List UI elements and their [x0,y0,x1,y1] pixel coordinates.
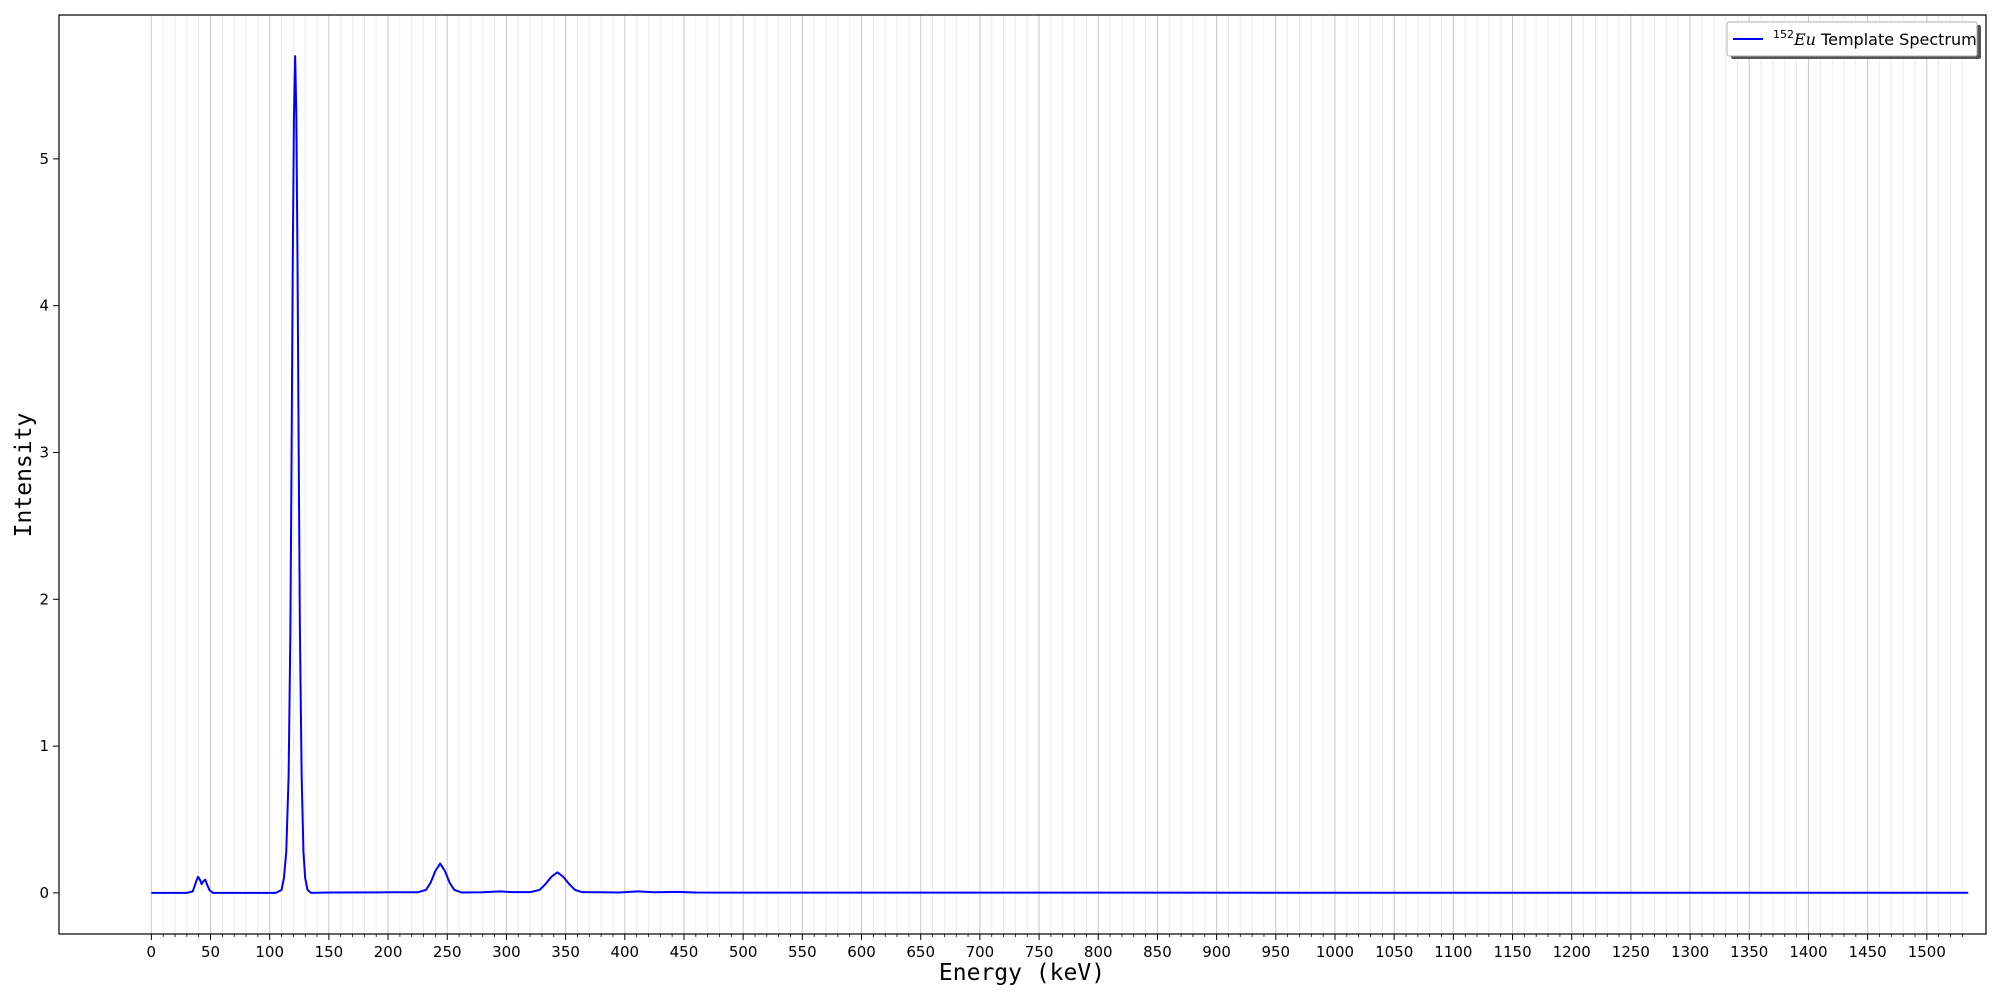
x-tick-label: 800 [1084,943,1113,961]
series-line-eu152 [151,55,1969,894]
plot-frame [58,14,1987,935]
x-tick-label: 850 [1143,943,1172,961]
x-tick-label: 450 [670,943,699,961]
x-tick-label: 1250 [1612,943,1650,961]
x-tick-label: 650 [906,943,935,961]
legend-label-superscript: 152 [1773,28,1794,41]
x-tick-label: 500 [729,943,758,961]
legend-label-element: Eu [1793,30,1816,49]
x-tick-label: 700 [966,943,995,961]
x-tick-label: 300 [492,943,521,961]
x-tick-label: 950 [1261,943,1290,961]
x-tick-label: 150 [315,943,344,961]
y-tick-label: 2 [39,590,49,608]
y-tick-label: 4 [39,297,49,315]
x-tick-label: 1150 [1493,943,1531,961]
y-tick-label: 5 [39,150,49,168]
x-tick-label: 1450 [1849,943,1887,961]
y-tick-label: 3 [39,443,49,461]
y-tick-label: 0 [39,884,49,902]
axis-ticks: 0 50 100 150 200 250 300 350 400 450 500 550 600 650 7… [39,150,1963,961]
x-tick-label: 1200 [1553,943,1591,961]
series-layer [151,55,1969,894]
y-axis-label: Intensity [11,413,37,538]
x-tick-label: 1500 [1908,943,1946,961]
x-tick-label: 100 [255,943,284,961]
legend-label-rest: Template Spectrum [1816,30,1977,49]
x-tick-label: 350 [551,943,580,961]
x-tick-label: 1400 [1789,943,1827,961]
x-tick-label: 1350 [1730,943,1768,961]
x-tick-label: 400 [610,943,639,961]
x-tick-label: 550 [788,943,817,961]
grid-lines [150,15,1963,934]
legend-label: 152Eu Template Spectrum [1773,28,1977,49]
x-tick-label: 0 [147,943,157,961]
legend[interactable]: 152Eu Template Spectrum [1726,21,1981,59]
x-tick-label: 1100 [1434,943,1472,961]
x-tick-label: 750 [1025,943,1054,961]
x-tick-label: 900 [1202,943,1231,961]
x-tick-label: 250 [433,943,462,961]
legend-box [1726,21,1978,57]
y-tick-label: 1 [39,737,49,755]
x-tick-label: 1000 [1316,943,1354,961]
x-axis-label: Energy (keV) [939,960,1105,986]
x-tick-label: 1300 [1671,943,1709,961]
x-tick-label: 50 [201,943,220,961]
x-tick-label: 1050 [1375,943,1413,961]
x-tick-label: 200 [374,943,403,961]
x-tick-label: 600 [847,943,876,961]
